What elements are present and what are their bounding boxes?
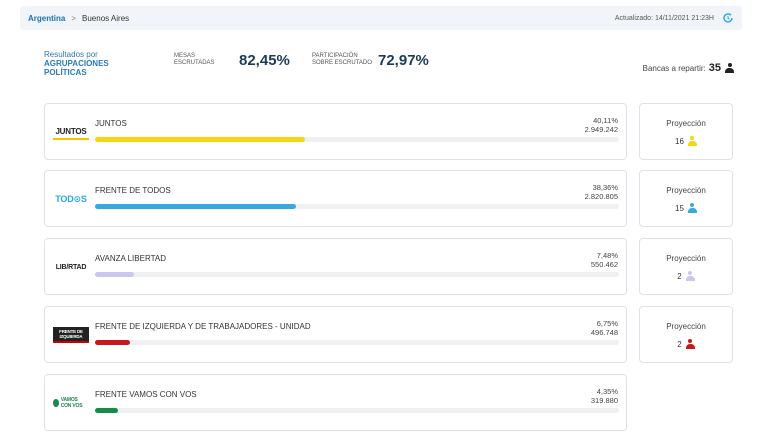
participation-label: PARTICIPACIÓN SOBRE ESCRUTADO xyxy=(312,53,372,67)
vote-bar-track xyxy=(95,204,619,209)
party-percentage: 38,36% xyxy=(592,183,618,192)
party-votes: 319.880 xyxy=(590,396,618,405)
summary-panel: Resultados por AGRUPACIONES POLÍTICAS ME… xyxy=(44,44,744,84)
party-logo-vamos: VAMOS CON VOS xyxy=(53,395,89,411)
seats-value: 35 xyxy=(708,62,721,74)
check-icon xyxy=(53,399,59,407)
party-logo-todos: TOD⊙S xyxy=(55,193,87,204)
vote-bar-track xyxy=(95,137,619,142)
vote-bar-fill xyxy=(95,340,131,345)
party-percentage: 4,35% xyxy=(596,387,618,396)
party-card-frente-de-izquierda[interactable]: FRENTE DE IZQUIERDA FRENTE DE IZQUIERDA … xyxy=(44,306,627,363)
participation-label-line2: SOBRE ESCRUTADO xyxy=(312,60,372,66)
party-votes: 550.462 xyxy=(590,260,618,269)
projection-label: Proyección xyxy=(666,119,706,128)
party-stats: 7,48% 550.462 xyxy=(591,251,618,269)
party-stats: 4,35% 319.880 xyxy=(591,387,618,405)
projection-seats: 16 xyxy=(640,136,732,146)
party-logo-libertad: LIB/RTAD xyxy=(55,263,87,271)
party-card-frente-de-todos[interactable]: TOD⊙S FRENTE DE TODOS 38,36% 2.820.805 xyxy=(44,170,627,227)
projection-label: Proyección xyxy=(666,254,706,263)
breadcrumb-country-link[interactable]: Argentina xyxy=(28,13,66,23)
breadcrumb-current: Buenos Aires xyxy=(82,13,130,23)
party-votes: 2.820.805 xyxy=(584,192,618,201)
person-icon xyxy=(687,136,697,146)
projection-label: Proyección xyxy=(666,186,706,195)
mesas-label-line2: ESCRUTADAS xyxy=(174,60,215,66)
projection-card-juntos: Proyección 16 xyxy=(639,103,733,160)
party-percentage: 6,75% xyxy=(596,319,618,328)
breadcrumb-bar: Argentina > Buenos Aires Actualizado: 14… xyxy=(20,6,742,30)
results-title-line3: POLÍTICAS xyxy=(44,68,87,77)
party-votes: 496.748 xyxy=(590,328,618,337)
projection-seats-value: 2 xyxy=(677,271,682,281)
projection-label: Proyección xyxy=(666,322,706,331)
vote-bar-fill xyxy=(95,408,118,413)
projection-seats-value: 16 xyxy=(675,136,684,146)
person-icon xyxy=(685,271,695,281)
vote-bar-fill xyxy=(95,137,306,142)
person-icon xyxy=(725,63,734,73)
person-icon xyxy=(685,339,695,349)
vote-bar-fill xyxy=(95,204,296,209)
party-name: FRENTE VAMOS CON VOS xyxy=(95,390,197,399)
mesas-label: MESAS ESCRUTADAS xyxy=(174,53,215,67)
person-icon xyxy=(687,203,697,213)
participation-label-line1: PARTICIPACIÓN xyxy=(312,53,358,59)
projection-seats: 15 xyxy=(640,203,732,213)
party-card-juntos[interactable]: JUNTOS JUNTOS 40,11% 2.949.242 xyxy=(44,103,627,160)
party-logo-text: VAMOS CON VOS xyxy=(60,397,83,409)
mesas-label-line1: MESAS xyxy=(174,53,196,59)
updated-timestamp: Actualizado: 14/11/2021 21:23H xyxy=(614,14,714,22)
party-stats: 40,11% 2.949.242 xyxy=(585,116,618,134)
projection-card-frente-de-todos: Proyección 15 xyxy=(639,170,733,227)
party-votes: 2.949.242 xyxy=(584,125,618,134)
vote-bar-track xyxy=(95,408,619,413)
vote-bar-track xyxy=(95,340,619,345)
vote-bar-track xyxy=(95,272,619,277)
party-name: FRENTE DE TODOS xyxy=(95,186,171,195)
party-name: FRENTE DE IZQUIERDA Y DE TRABAJADORES - … xyxy=(95,322,311,331)
results-title: Resultados por AGRUPACIONES POLÍTICAS xyxy=(44,50,109,77)
party-percentage: 40,11% xyxy=(593,116,618,125)
party-logo-fit: FRENTE DE IZQUIERDA xyxy=(53,327,89,343)
projection-seats-value: 15 xyxy=(675,203,684,213)
seats-to-distribute: Bancas a repartir: 35 xyxy=(643,62,734,74)
party-name: AVANZA LIBERTAD xyxy=(95,254,166,263)
party-name: JUNTOS xyxy=(95,119,127,128)
projection-seats-value: 2 xyxy=(677,339,682,349)
breadcrumb-separator: > xyxy=(71,13,77,23)
projection-seats: 2 xyxy=(640,339,732,349)
party-stats: 38,36% 2.820.805 xyxy=(585,183,618,201)
party-card-avanza-libertad[interactable]: LIB/RTAD AVANZA LIBERTAD 7,48% 550.462 xyxy=(44,238,627,295)
party-card-frente-vamos-con-vos[interactable]: VAMOS CON VOS FRENTE VAMOS CON VOS 4,35%… xyxy=(44,374,627,431)
projection-seats: 2 xyxy=(640,271,732,281)
party-stats: 6,75% 496.748 xyxy=(591,319,618,337)
seats-label: Bancas a repartir: xyxy=(642,63,706,73)
mesas-value: 82,45% xyxy=(239,52,290,69)
results-title-line1: Resultados por xyxy=(44,50,98,59)
results-title-line2: AGRUPACIONES xyxy=(44,59,109,68)
vote-bar-fill xyxy=(95,272,135,277)
participation-value: 72,97% xyxy=(378,52,429,69)
refresh-icon[interactable] xyxy=(722,12,734,24)
party-logo-juntos: JUNTOS xyxy=(53,124,89,140)
projection-card-frente-de-izquierda: Proyección 2 xyxy=(639,306,733,363)
party-percentage: 7,48% xyxy=(596,251,618,260)
projection-card-avanza-libertad: Proyección 2 xyxy=(639,238,733,295)
